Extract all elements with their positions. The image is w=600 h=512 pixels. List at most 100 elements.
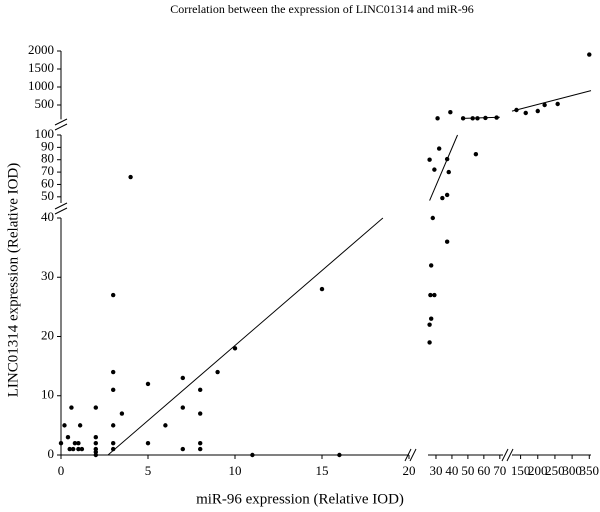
point: [444, 192, 450, 198]
point: [319, 286, 325, 292]
point: [514, 107, 519, 113]
point: [427, 340, 432, 345]
point: [523, 110, 528, 116]
point: [62, 423, 67, 428]
point: [58, 440, 64, 446]
point: [145, 381, 151, 387]
point: [494, 115, 499, 120]
point: [119, 411, 125, 416]
point: [198, 387, 203, 393]
x-tick-label: 350: [580, 463, 600, 478]
point: [232, 346, 238, 351]
point: [250, 452, 255, 458]
x-tick-label: 10: [229, 463, 242, 478]
point: [111, 423, 116, 428]
x-tick-label: 200: [528, 463, 548, 478]
point: [460, 116, 466, 121]
point: [65, 435, 71, 440]
point: [555, 101, 560, 107]
trend-line: [107, 217, 384, 456]
point: [587, 52, 592, 57]
point: [436, 146, 442, 151]
chart-title: Correlation between the expression of LI…: [170, 2, 474, 16]
point: [475, 116, 480, 121]
point: [180, 405, 185, 410]
point: [93, 435, 99, 440]
x-tick-label: 50: [461, 463, 474, 478]
x-tick-label: 0: [58, 463, 65, 478]
y-tick-label: 50: [41, 188, 54, 203]
point: [76, 446, 81, 452]
point: [432, 292, 437, 298]
point: [198, 440, 203, 446]
x-axis-label: miR-96 expression (Relative IOD): [196, 491, 404, 507]
x-tick-label: 20: [403, 463, 416, 478]
y-tick-label: 2000: [28, 42, 54, 57]
point: [483, 115, 488, 121]
point: [180, 375, 185, 381]
y-tick-label: 100: [35, 126, 55, 141]
point: [535, 108, 540, 114]
point: [432, 167, 437, 172]
trend-line: [429, 134, 458, 201]
point: [198, 411, 203, 416]
point: [67, 446, 72, 452]
y-tick-label: 40: [41, 209, 54, 224]
point: [430, 215, 435, 221]
y-tick-label: 0: [48, 446, 55, 461]
point: [428, 316, 434, 321]
point: [428, 263, 434, 268]
point: [79, 446, 85, 452]
trend-line: [511, 90, 592, 112]
trend-line: [463, 116, 500, 119]
point: [440, 195, 445, 201]
y-tick-label: 1500: [28, 60, 54, 75]
point: [448, 110, 453, 115]
x-tick-label: 250: [545, 463, 565, 478]
x-tick-label: 40: [445, 463, 458, 478]
point: [93, 405, 99, 410]
y-tick-label: 70: [41, 163, 54, 178]
y-tick-label: 10: [41, 387, 54, 402]
point: [128, 174, 133, 180]
point: [77, 423, 83, 428]
point: [428, 292, 433, 298]
x-tick-label: 70: [493, 463, 506, 478]
point: [72, 440, 78, 446]
y-tick-label: 60: [41, 175, 54, 190]
y-axis-label: LINC01314 expression (Relative IOD): [5, 163, 21, 398]
x-tick-label: 15: [316, 463, 329, 478]
point: [111, 446, 116, 452]
point: [180, 446, 185, 452]
point: [427, 322, 432, 327]
y-tick-label: 500: [35, 96, 55, 111]
y-tick-label: 80: [41, 151, 54, 166]
point: [198, 446, 203, 452]
axis-breaks: [54, 118, 514, 462]
x-tick-label: 5: [145, 463, 152, 478]
x-tick-label: 60: [477, 463, 490, 478]
point: [76, 440, 81, 446]
x-tick-label: 300: [562, 463, 582, 478]
point: [70, 446, 76, 452]
point: [427, 157, 432, 162]
point: [542, 102, 547, 108]
point: [93, 440, 99, 446]
point: [446, 169, 451, 175]
point: [69, 405, 74, 410]
point: [215, 369, 220, 375]
x-tick-label: 30: [429, 463, 442, 478]
point: [435, 116, 440, 121]
y-tick-label: 20: [41, 327, 54, 342]
point: [111, 440, 116, 446]
point: [470, 116, 475, 121]
y-tick-label: 90: [41, 138, 54, 153]
point: [111, 387, 116, 393]
point: [473, 151, 479, 157]
y-tick-label: 1000: [28, 78, 54, 93]
point: [337, 452, 342, 458]
point: [444, 239, 450, 244]
point: [93, 446, 99, 452]
point: [444, 156, 450, 162]
